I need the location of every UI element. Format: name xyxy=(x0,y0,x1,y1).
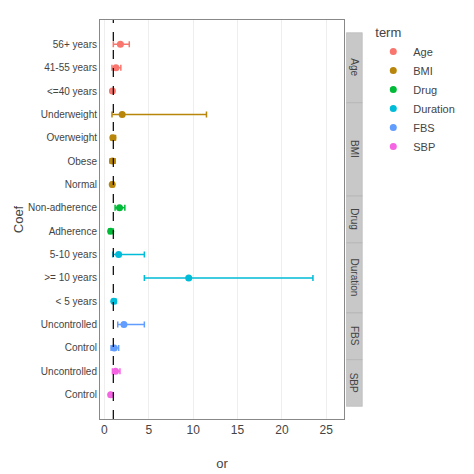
svg-text:Duration: Duration xyxy=(413,103,455,115)
svg-text:Age: Age xyxy=(413,46,433,58)
svg-text:Control: Control xyxy=(65,342,97,353)
svg-text:BMI: BMI xyxy=(349,140,360,158)
svg-text:<=40 years: <=40 years xyxy=(47,86,97,97)
svg-text:term: term xyxy=(375,25,401,40)
svg-text:20: 20 xyxy=(275,423,289,437)
svg-text:Uncontrolled: Uncontrolled xyxy=(41,319,97,330)
svg-text:FBS: FBS xyxy=(413,122,434,134)
svg-text:Duration: Duration xyxy=(349,259,360,297)
svg-text:15: 15 xyxy=(231,423,245,437)
svg-text:56+ years: 56+ years xyxy=(53,39,97,50)
svg-text:Non-adherence: Non-adherence xyxy=(28,202,97,213)
svg-text:BMI: BMI xyxy=(413,65,433,77)
svg-text:5: 5 xyxy=(145,423,152,437)
svg-text:Coef: Coef xyxy=(11,205,26,233)
svg-text:Drug: Drug xyxy=(413,84,437,96)
svg-text:Overweight: Overweight xyxy=(46,132,97,143)
svg-text:Drug: Drug xyxy=(349,208,360,230)
svg-text:FBS: FBS xyxy=(349,326,360,346)
svg-text:Normal: Normal xyxy=(65,179,97,190)
svg-text:Underweight: Underweight xyxy=(41,109,97,120)
svg-text:Obese: Obese xyxy=(68,156,98,167)
svg-text:5-10 years: 5-10 years xyxy=(50,249,97,260)
svg-text:41-55 years: 41-55 years xyxy=(44,62,97,73)
svg-text:Uncontrolled: Uncontrolled xyxy=(41,366,97,377)
svg-text:< 5 years: < 5 years xyxy=(56,296,97,307)
svg-text:SBP: SBP xyxy=(413,141,435,153)
svg-text:or: or xyxy=(216,456,228,471)
svg-text:>= 10 years: >= 10 years xyxy=(44,272,97,283)
svg-text:SBP: SBP xyxy=(348,373,359,393)
svg-text:0: 0 xyxy=(101,423,108,437)
svg-text:Age: Age xyxy=(349,58,360,76)
svg-text:10: 10 xyxy=(186,423,200,437)
svg-text:25: 25 xyxy=(320,423,334,437)
svg-text:Adherence: Adherence xyxy=(49,226,98,237)
svg-text:Control: Control xyxy=(65,389,97,400)
